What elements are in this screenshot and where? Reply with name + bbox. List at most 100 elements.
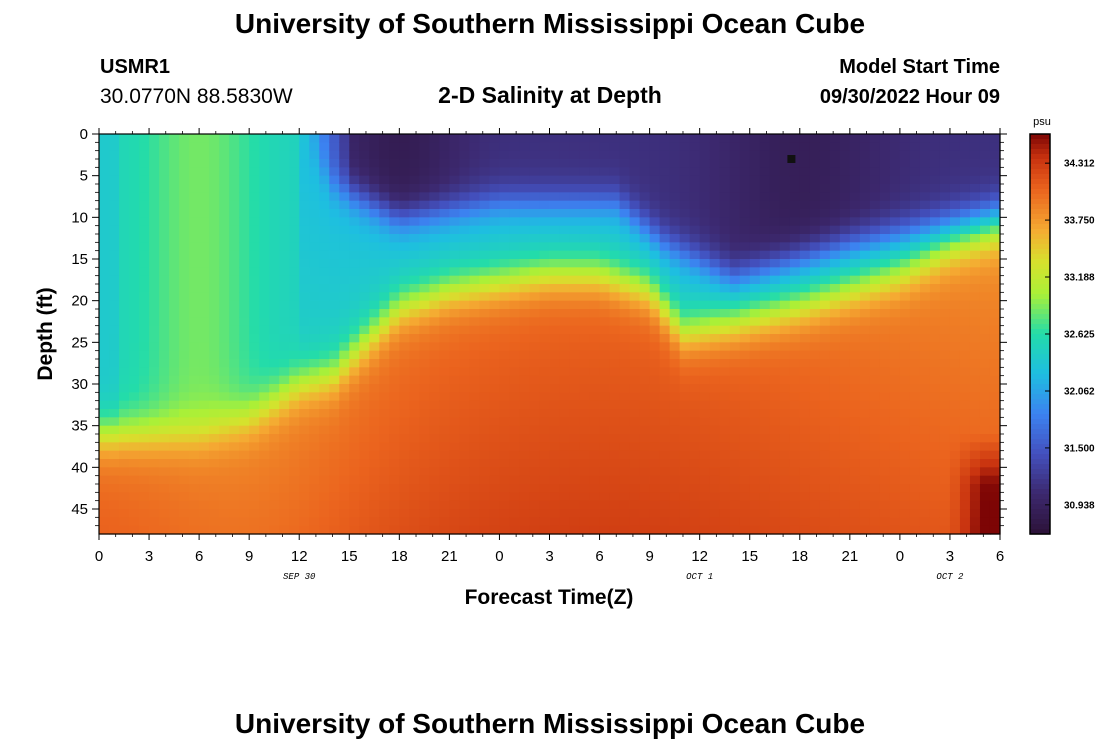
heatmap-cell <box>909 359 921 368</box>
heatmap-cell <box>989 192 1001 202</box>
heatmap-cell <box>139 517 150 527</box>
heatmap-cell <box>259 500 270 510</box>
heatmap-cell <box>579 459 591 468</box>
heatmap-cell <box>349 425 360 435</box>
heatmap-cell <box>899 409 911 418</box>
heatmap-cell <box>149 192 160 202</box>
heatmap-cell <box>169 367 180 377</box>
heatmap-cell <box>529 159 541 168</box>
heatmap-cell <box>189 350 200 360</box>
heatmap-cell <box>449 234 460 243</box>
heatmap-cell <box>949 484 961 493</box>
heatmap-cell <box>539 325 551 335</box>
heatmap-cell <box>769 525 781 535</box>
heatmap-cell <box>959 175 971 185</box>
heatmap-cell <box>949 192 961 202</box>
heatmap-cell <box>559 200 571 210</box>
heatmap-cell <box>899 375 911 385</box>
heatmap-cell <box>889 300 901 310</box>
heatmap-cell <box>739 500 751 510</box>
heatmap-cell <box>139 442 150 452</box>
heatmap-cell <box>339 225 350 235</box>
heatmap-cell <box>99 442 110 452</box>
heatmap-cell <box>699 184 711 193</box>
heatmap-cell <box>869 450 881 460</box>
heatmap-cell <box>639 259 651 268</box>
heatmap-cell <box>749 234 761 243</box>
heatmap-cell <box>739 300 751 310</box>
heatmap-cell <box>979 342 991 352</box>
heatmap-cell <box>649 150 661 160</box>
heatmap-cell <box>689 150 701 160</box>
heatmap-cell <box>629 300 641 310</box>
heatmap-cell <box>339 284 350 293</box>
heatmap-cell <box>879 484 891 493</box>
heatmap-cell <box>309 275 320 285</box>
heatmap-cell <box>259 342 270 352</box>
heatmap-cell <box>669 409 681 418</box>
heatmap-cell <box>609 275 621 285</box>
heatmap-cell <box>739 267 751 277</box>
heatmap-cell <box>649 392 661 402</box>
heatmap-cell <box>569 317 581 327</box>
heatmap-cell <box>639 184 651 193</box>
heatmap-cell <box>619 367 631 377</box>
heatmap-cell <box>559 209 571 218</box>
heatmap-cell <box>249 342 260 352</box>
heatmap-cell <box>399 509 410 518</box>
heatmap-cell <box>119 250 130 260</box>
heatmap-cell <box>519 367 531 377</box>
heatmap-cell <box>509 475 521 485</box>
heatmap-cell <box>219 225 230 235</box>
heatmap-cell <box>279 275 290 285</box>
heatmap-cell <box>589 275 601 285</box>
heatmap-cell <box>869 300 881 310</box>
heatmap-cell <box>329 367 340 377</box>
heatmap-cell <box>599 225 611 235</box>
heatmap-cell <box>199 142 210 152</box>
heatmap-cell <box>229 392 240 402</box>
heatmap-cell <box>879 375 891 385</box>
heatmap-cell <box>249 484 260 493</box>
heatmap-cell <box>489 167 501 177</box>
heatmap-cell <box>259 350 270 360</box>
heatmap-cell <box>659 217 671 227</box>
heatmap-cell <box>739 275 751 285</box>
heatmap-cell <box>619 217 631 227</box>
heatmap-cell <box>869 184 881 193</box>
heatmap-cell <box>739 200 751 210</box>
heatmap-cell <box>739 192 751 202</box>
heatmap-cell <box>739 442 751 452</box>
heatmap-cell <box>269 359 280 368</box>
heatmap-cell <box>939 259 951 268</box>
heatmap-cell <box>449 267 460 277</box>
heatmap-cell <box>209 159 220 168</box>
heatmap-cell <box>329 250 340 260</box>
colorbar-cell <box>1030 489 1050 495</box>
heatmap-cell <box>399 384 410 393</box>
heatmap-cell <box>639 134 651 143</box>
heatmap-cell <box>739 209 751 218</box>
heatmap-cell <box>139 434 150 443</box>
heatmap-cell <box>329 217 340 227</box>
heatmap-cell <box>199 175 210 185</box>
heatmap-cell <box>339 317 350 327</box>
heatmap-cell <box>259 184 270 193</box>
heatmap-cell <box>809 517 821 527</box>
heatmap-cell <box>759 400 771 410</box>
heatmap-cell <box>989 317 1001 327</box>
heatmap-cell <box>169 200 180 210</box>
heatmap-cell <box>759 225 771 235</box>
heatmap-cell <box>839 417 851 427</box>
heatmap-cell <box>689 175 701 185</box>
heatmap-cell <box>479 442 491 452</box>
y-tick-label: 20 <box>71 293 88 310</box>
heatmap-cell <box>899 350 911 360</box>
colorbar-cell <box>1030 434 1050 440</box>
heatmap-cell <box>149 500 160 510</box>
heatmap-cell <box>709 425 721 435</box>
heatmap-cell <box>189 392 200 402</box>
heatmap-cell <box>739 359 751 368</box>
heatmap-cell <box>499 459 511 468</box>
heatmap-cell <box>529 134 541 143</box>
